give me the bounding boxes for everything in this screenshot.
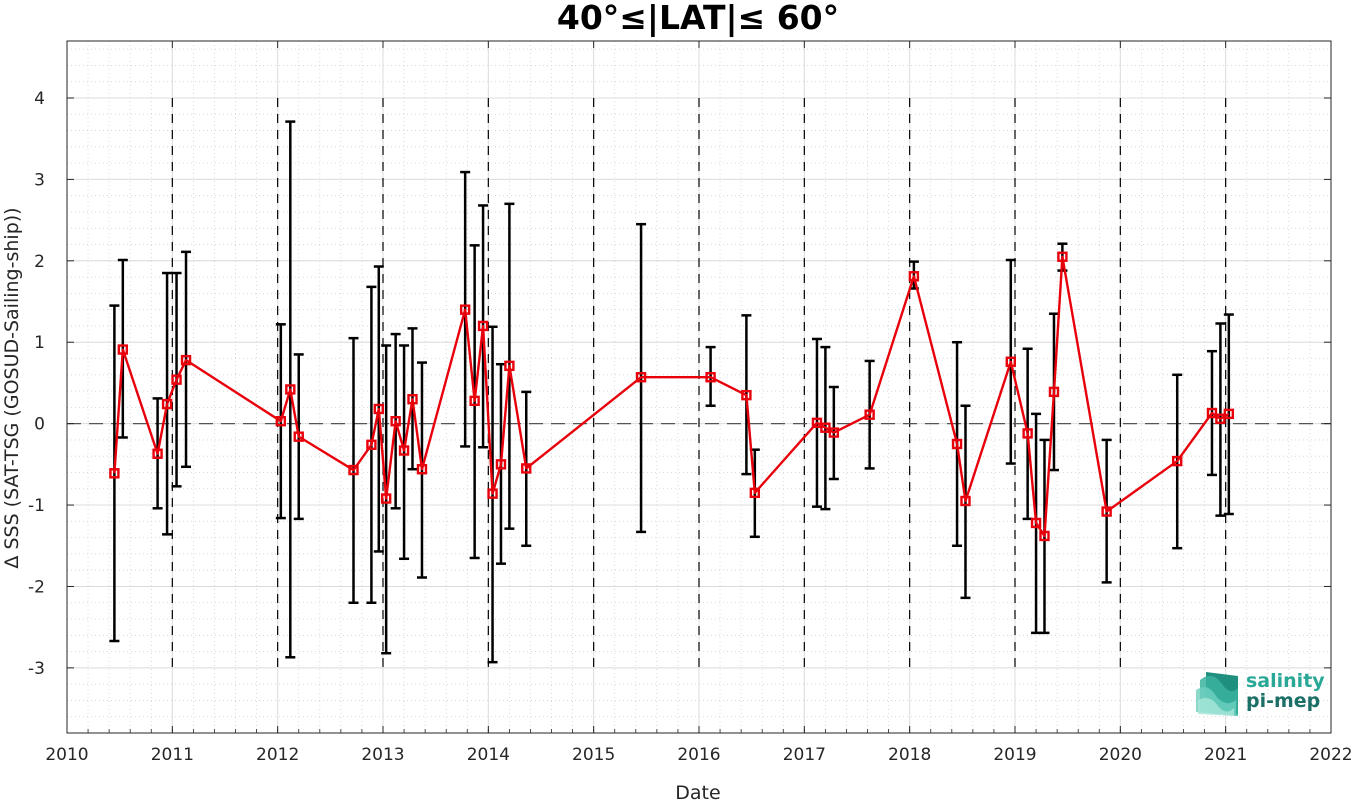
y-tick-label: 2 <box>34 252 45 272</box>
data-point-marker <box>390 415 401 427</box>
data-point-marker <box>1022 428 1033 439</box>
wave-logo-icon <box>1196 672 1238 716</box>
tick-labels: 2010 2011 2012 2013 2014 2015 2016 2017 2018 2019… <box>28 89 1353 765</box>
data-point-marker <box>366 439 377 451</box>
data-point-marker <box>1005 356 1016 367</box>
data-point-marker <box>373 403 384 415</box>
chart-title: 40°≤|LAT|≤ 60° <box>557 0 839 37</box>
data-point-marker <box>749 487 761 499</box>
series-line <box>113 255 1230 538</box>
data-point-marker <box>741 389 752 401</box>
data-point-marker <box>1172 455 1183 467</box>
data-point-marker <box>469 395 480 407</box>
data-point-marker <box>416 464 428 475</box>
data-point-marker <box>504 360 515 372</box>
y-tick-label: -1 <box>28 496 45 516</box>
y-tick-label: 3 <box>34 170 45 190</box>
data-point-marker <box>908 271 920 282</box>
y-tick-label: 1 <box>34 333 45 353</box>
data-point-marker <box>407 394 418 405</box>
y-tick-label: -2 <box>28 577 45 597</box>
x-tick-label: 2022 <box>1309 745 1352 765</box>
data-point-marker <box>705 372 716 383</box>
x-tick-label: 2021 <box>1204 745 1247 765</box>
data-point-marker <box>152 448 163 459</box>
data-point-marker <box>487 488 498 499</box>
data-point-marker <box>1048 386 1060 398</box>
data-point-marker <box>1039 530 1050 542</box>
data-point-marker <box>293 431 304 442</box>
data-point-marker <box>398 445 410 456</box>
x-tick-label: 2013 <box>361 745 404 765</box>
data-point-marker <box>1223 408 1235 420</box>
series <box>109 251 1235 542</box>
x-tick-label: 2020 <box>1099 745 1142 765</box>
salinity-pi-mep-logo: salinity pi-mep <box>1196 670 1325 716</box>
data-point-marker <box>635 372 647 383</box>
data-point-marker <box>477 320 489 332</box>
y-tick-label: 0 <box>34 415 45 435</box>
x-tick-label: 2014 <box>467 745 510 765</box>
y-axis-label: Δ SSS (SAT-TSG (GOSUD-Sailing-ship)) <box>1 207 23 568</box>
data-point-marker <box>951 438 963 450</box>
data-point-marker <box>1030 517 1042 529</box>
x-tick-label: 2017 <box>783 745 826 765</box>
data-point-marker <box>960 495 971 507</box>
logo-text-line1: salinity <box>1246 670 1325 692</box>
x-tick-label: 2010 <box>45 745 88 765</box>
data-point-marker <box>828 427 840 438</box>
x-axis-label: Date <box>675 782 720 801</box>
y-tick-label: -3 <box>28 659 45 679</box>
data-point-marker <box>1057 251 1068 262</box>
data-point-marker <box>161 398 173 410</box>
data-point-marker <box>109 468 120 479</box>
x-tick-label: 2011 <box>151 745 194 765</box>
data-point-marker <box>275 415 287 427</box>
data-point-marker <box>171 374 182 385</box>
data-point-marker <box>864 409 875 420</box>
data-point-marker <box>521 463 532 474</box>
data-point-marker <box>1206 407 1218 419</box>
y-tick-label: 4 <box>34 89 45 109</box>
x-tick-label: 2018 <box>888 745 931 765</box>
data-point-marker <box>285 384 296 395</box>
data-point-marker <box>180 354 192 366</box>
data-point-marker <box>380 493 392 504</box>
x-tick-label: 2016 <box>677 745 720 765</box>
x-tick-label: 2012 <box>256 745 299 765</box>
data-point-marker <box>1101 506 1112 517</box>
x-tick-label: 2015 <box>572 745 615 765</box>
logo-text-line2: pi-mep <box>1246 690 1320 712</box>
data-point-marker <box>459 304 471 315</box>
data-point-marker <box>117 344 129 355</box>
data-point-marker <box>348 464 359 476</box>
data-point-marker <box>495 459 507 470</box>
x-tick-label: 2019 <box>993 745 1036 765</box>
